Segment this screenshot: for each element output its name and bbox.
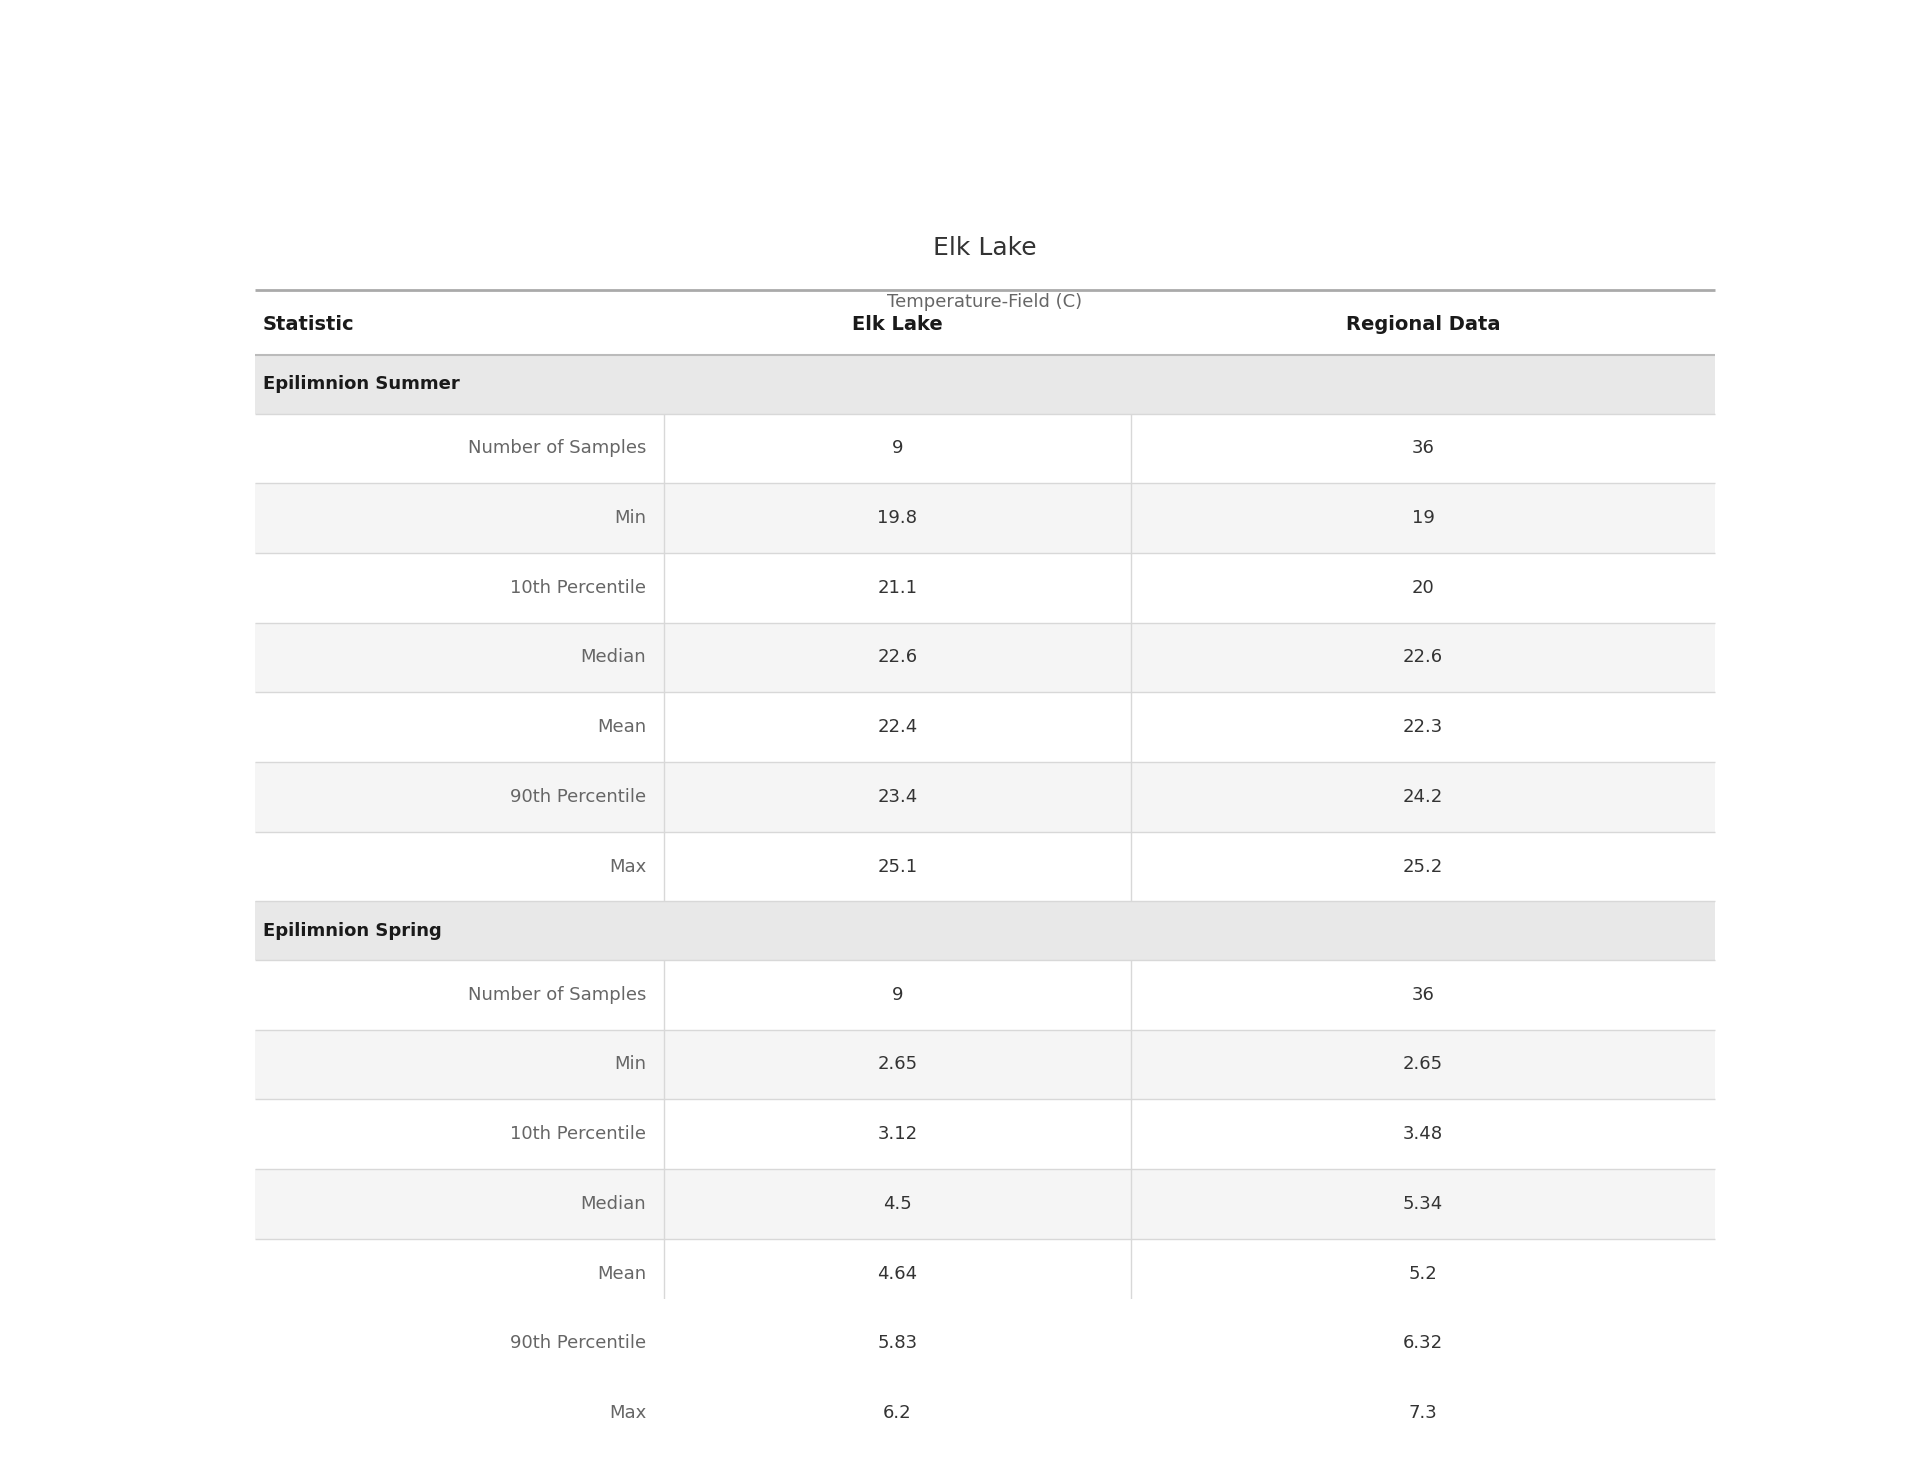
Bar — [256, 355, 1714, 413]
Bar — [256, 413, 1714, 483]
Bar — [256, 483, 1714, 553]
Bar — [256, 692, 1714, 762]
Text: 3.12: 3.12 — [876, 1126, 917, 1143]
Bar — [256, 1029, 1714, 1099]
Text: 36: 36 — [1411, 986, 1434, 1003]
Text: 10th Percentile: 10th Percentile — [509, 578, 646, 597]
Text: Min: Min — [613, 1056, 646, 1073]
Text: Mean: Mean — [598, 718, 646, 736]
Text: 6.2: 6.2 — [882, 1405, 911, 1422]
Text: 5.83: 5.83 — [876, 1334, 917, 1352]
Text: 36: 36 — [1411, 439, 1434, 457]
Bar — [256, 1378, 1714, 1448]
Text: 25.1: 25.1 — [876, 857, 917, 876]
Text: Mean: Mean — [598, 1264, 646, 1282]
Text: 7.3: 7.3 — [1409, 1405, 1438, 1422]
Bar — [256, 762, 1714, 832]
Text: Median: Median — [580, 648, 646, 666]
Text: 90th Percentile: 90th Percentile — [509, 788, 646, 806]
Text: 20: 20 — [1411, 578, 1434, 597]
Text: 22.4: 22.4 — [876, 718, 917, 736]
Text: 5.34: 5.34 — [1403, 1194, 1443, 1213]
Text: Epilimnion Summer: Epilimnion Summer — [263, 375, 459, 393]
Text: Elk Lake: Elk Lake — [851, 315, 944, 334]
Bar — [256, 1099, 1714, 1169]
Text: 90th Percentile: 90th Percentile — [509, 1334, 646, 1352]
Bar — [256, 959, 1714, 1029]
Text: Statistic: Statistic — [263, 315, 354, 334]
Text: Temperature-Field (C): Temperature-Field (C) — [888, 293, 1082, 311]
Bar — [256, 622, 1714, 692]
Text: Number of Samples: Number of Samples — [467, 986, 646, 1003]
Text: Number of Samples: Number of Samples — [467, 439, 646, 457]
Text: 2.65: 2.65 — [1403, 1056, 1443, 1073]
Text: Min: Min — [613, 510, 646, 527]
Bar — [256, 1169, 1714, 1238]
Text: Epilimnion Spring: Epilimnion Spring — [263, 921, 442, 940]
Text: 24.2: 24.2 — [1403, 788, 1443, 806]
Text: 19: 19 — [1411, 510, 1434, 527]
Text: 22.6: 22.6 — [876, 648, 917, 666]
Text: 4.5: 4.5 — [882, 1194, 911, 1213]
Text: 19.8: 19.8 — [878, 510, 917, 527]
Text: 4.64: 4.64 — [876, 1264, 917, 1282]
Text: 5.2: 5.2 — [1409, 1264, 1438, 1282]
Bar — [256, 1308, 1714, 1378]
Bar — [256, 293, 1714, 355]
Text: 6.32: 6.32 — [1403, 1334, 1443, 1352]
Text: 23.4: 23.4 — [876, 788, 917, 806]
Text: 9: 9 — [892, 986, 903, 1003]
Bar — [256, 901, 1714, 959]
Bar — [256, 553, 1714, 622]
Text: Regional Data: Regional Data — [1345, 315, 1501, 334]
Text: 3.48: 3.48 — [1403, 1126, 1443, 1143]
Text: 22.6: 22.6 — [1403, 648, 1443, 666]
Text: 22.3: 22.3 — [1403, 718, 1443, 736]
Text: Max: Max — [609, 857, 646, 876]
Text: Median: Median — [580, 1194, 646, 1213]
Text: 21.1: 21.1 — [878, 578, 917, 597]
Bar — [256, 832, 1714, 901]
Text: Max: Max — [609, 1405, 646, 1422]
Text: 9: 9 — [892, 439, 903, 457]
Text: 10th Percentile: 10th Percentile — [509, 1126, 646, 1143]
Text: 2.65: 2.65 — [876, 1056, 917, 1073]
Bar — [256, 1238, 1714, 1308]
Text: 25.2: 25.2 — [1403, 857, 1443, 876]
Text: Elk Lake: Elk Lake — [934, 237, 1036, 260]
